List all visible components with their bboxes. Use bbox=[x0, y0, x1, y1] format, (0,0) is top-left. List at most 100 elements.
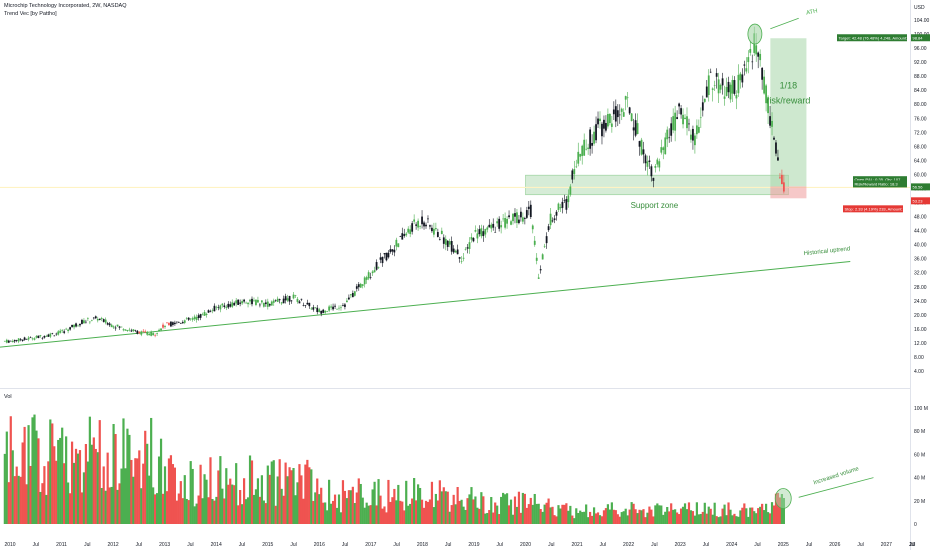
volume-bar bbox=[211, 498, 214, 524]
price-candle bbox=[686, 116, 688, 129]
volume-bar bbox=[294, 495, 297, 524]
volume-bar bbox=[100, 488, 103, 524]
price-candle bbox=[43, 335, 46, 338]
volume-bar bbox=[104, 490, 107, 524]
price-candle bbox=[11, 340, 14, 343]
price-candle bbox=[328, 306, 331, 311]
price-candle bbox=[140, 331, 143, 335]
price-candle bbox=[749, 48, 752, 53]
volume-bar bbox=[498, 514, 501, 524]
volume-bar bbox=[33, 414, 36, 524]
price-candle bbox=[735, 94, 738, 99]
price-candle bbox=[53, 335, 56, 337]
volume-bar bbox=[426, 501, 430, 524]
price-candle bbox=[272, 300, 275, 303]
price-candle bbox=[128, 329, 131, 331]
price-candle bbox=[725, 86, 728, 96]
price-candle bbox=[624, 96, 627, 100]
price-candle bbox=[173, 322, 176, 325]
volume-bar bbox=[687, 502, 691, 524]
price-candle bbox=[727, 81, 730, 93]
price-candle bbox=[676, 117, 679, 119]
price-candle bbox=[211, 310, 214, 311]
volume-bar bbox=[642, 509, 645, 524]
price-candle bbox=[767, 97, 769, 114]
price-candle bbox=[264, 302, 267, 305]
price-candle bbox=[340, 307, 342, 309]
price-candle bbox=[474, 230, 477, 232]
price-tick-label: 12.00 bbox=[914, 341, 927, 347]
volume-bar bbox=[252, 494, 256, 524]
volume-bar bbox=[776, 492, 780, 524]
price-candle bbox=[662, 147, 665, 151]
price-candle bbox=[243, 299, 245, 302]
price-candle bbox=[450, 241, 453, 252]
price-candle bbox=[375, 262, 378, 270]
volume-bar bbox=[23, 426, 26, 524]
price-candle bbox=[189, 318, 192, 320]
volume-bar bbox=[80, 492, 84, 524]
price-candle bbox=[737, 74, 740, 94]
price-candle bbox=[411, 223, 414, 232]
price-axis-border bbox=[910, 0, 911, 550]
price-candle bbox=[577, 151, 580, 164]
volume-bar bbox=[757, 508, 760, 524]
volume-bar bbox=[719, 516, 722, 524]
time-tick-label: 2024 bbox=[726, 542, 737, 548]
price-candle bbox=[415, 224, 418, 226]
price-candle bbox=[654, 165, 657, 168]
volume-bar bbox=[432, 507, 436, 524]
volume-bar bbox=[229, 478, 232, 524]
price-candle bbox=[401, 233, 404, 240]
price-candle bbox=[688, 123, 690, 125]
price-candle bbox=[160, 328, 162, 331]
volume-bar bbox=[766, 512, 770, 524]
volume-bar bbox=[596, 512, 600, 524]
time-tick-label: 2018 bbox=[417, 542, 428, 548]
price-candle bbox=[349, 294, 352, 296]
volume-bar bbox=[331, 500, 335, 524]
price-candle bbox=[383, 253, 386, 255]
price-candle bbox=[177, 322, 180, 323]
open-price-badge-bg bbox=[911, 183, 930, 191]
price-candle bbox=[33, 338, 36, 340]
volume-bar bbox=[268, 474, 271, 524]
price-candle bbox=[678, 103, 680, 107]
volume-tick-label: 20 M bbox=[914, 499, 925, 505]
increased-volume-label: Increased volume bbox=[813, 466, 861, 487]
volume-bar bbox=[646, 512, 649, 524]
volume-bar bbox=[189, 461, 192, 524]
price-tick-label: 48.00 bbox=[914, 215, 927, 221]
price-candle bbox=[35, 336, 38, 338]
ath-arrow bbox=[770, 17, 799, 30]
volume-bar bbox=[533, 493, 536, 524]
time-tick-label: 2016 bbox=[314, 542, 325, 548]
price-candle bbox=[336, 308, 338, 310]
time-tick-label: Jul bbox=[33, 542, 39, 548]
volume-bar bbox=[428, 499, 432, 524]
volume-bar bbox=[652, 516, 655, 524]
price-candle bbox=[472, 238, 475, 242]
time-tick-label: 2017 bbox=[365, 542, 376, 548]
price-candle bbox=[425, 224, 427, 227]
close-price-badge: 53.23 bbox=[913, 198, 924, 203]
volume-bar bbox=[555, 516, 558, 524]
volume-bar bbox=[159, 438, 163, 524]
price-candle bbox=[355, 286, 358, 289]
price-candle bbox=[7, 340, 10, 343]
volume-bar bbox=[411, 498, 414, 524]
price-candle bbox=[747, 57, 750, 63]
price-candle bbox=[632, 127, 635, 131]
price-candle bbox=[286, 298, 289, 301]
volume-bar bbox=[780, 493, 784, 524]
price-candle bbox=[185, 318, 188, 319]
volume-bar bbox=[452, 494, 455, 524]
price-candle bbox=[630, 113, 633, 121]
volume-bar bbox=[482, 496, 485, 524]
volume-bar bbox=[241, 504, 244, 524]
price-candle bbox=[233, 302, 236, 306]
price-candle bbox=[116, 324, 119, 327]
volume-bar bbox=[735, 516, 738, 524]
price-candle bbox=[106, 323, 109, 325]
